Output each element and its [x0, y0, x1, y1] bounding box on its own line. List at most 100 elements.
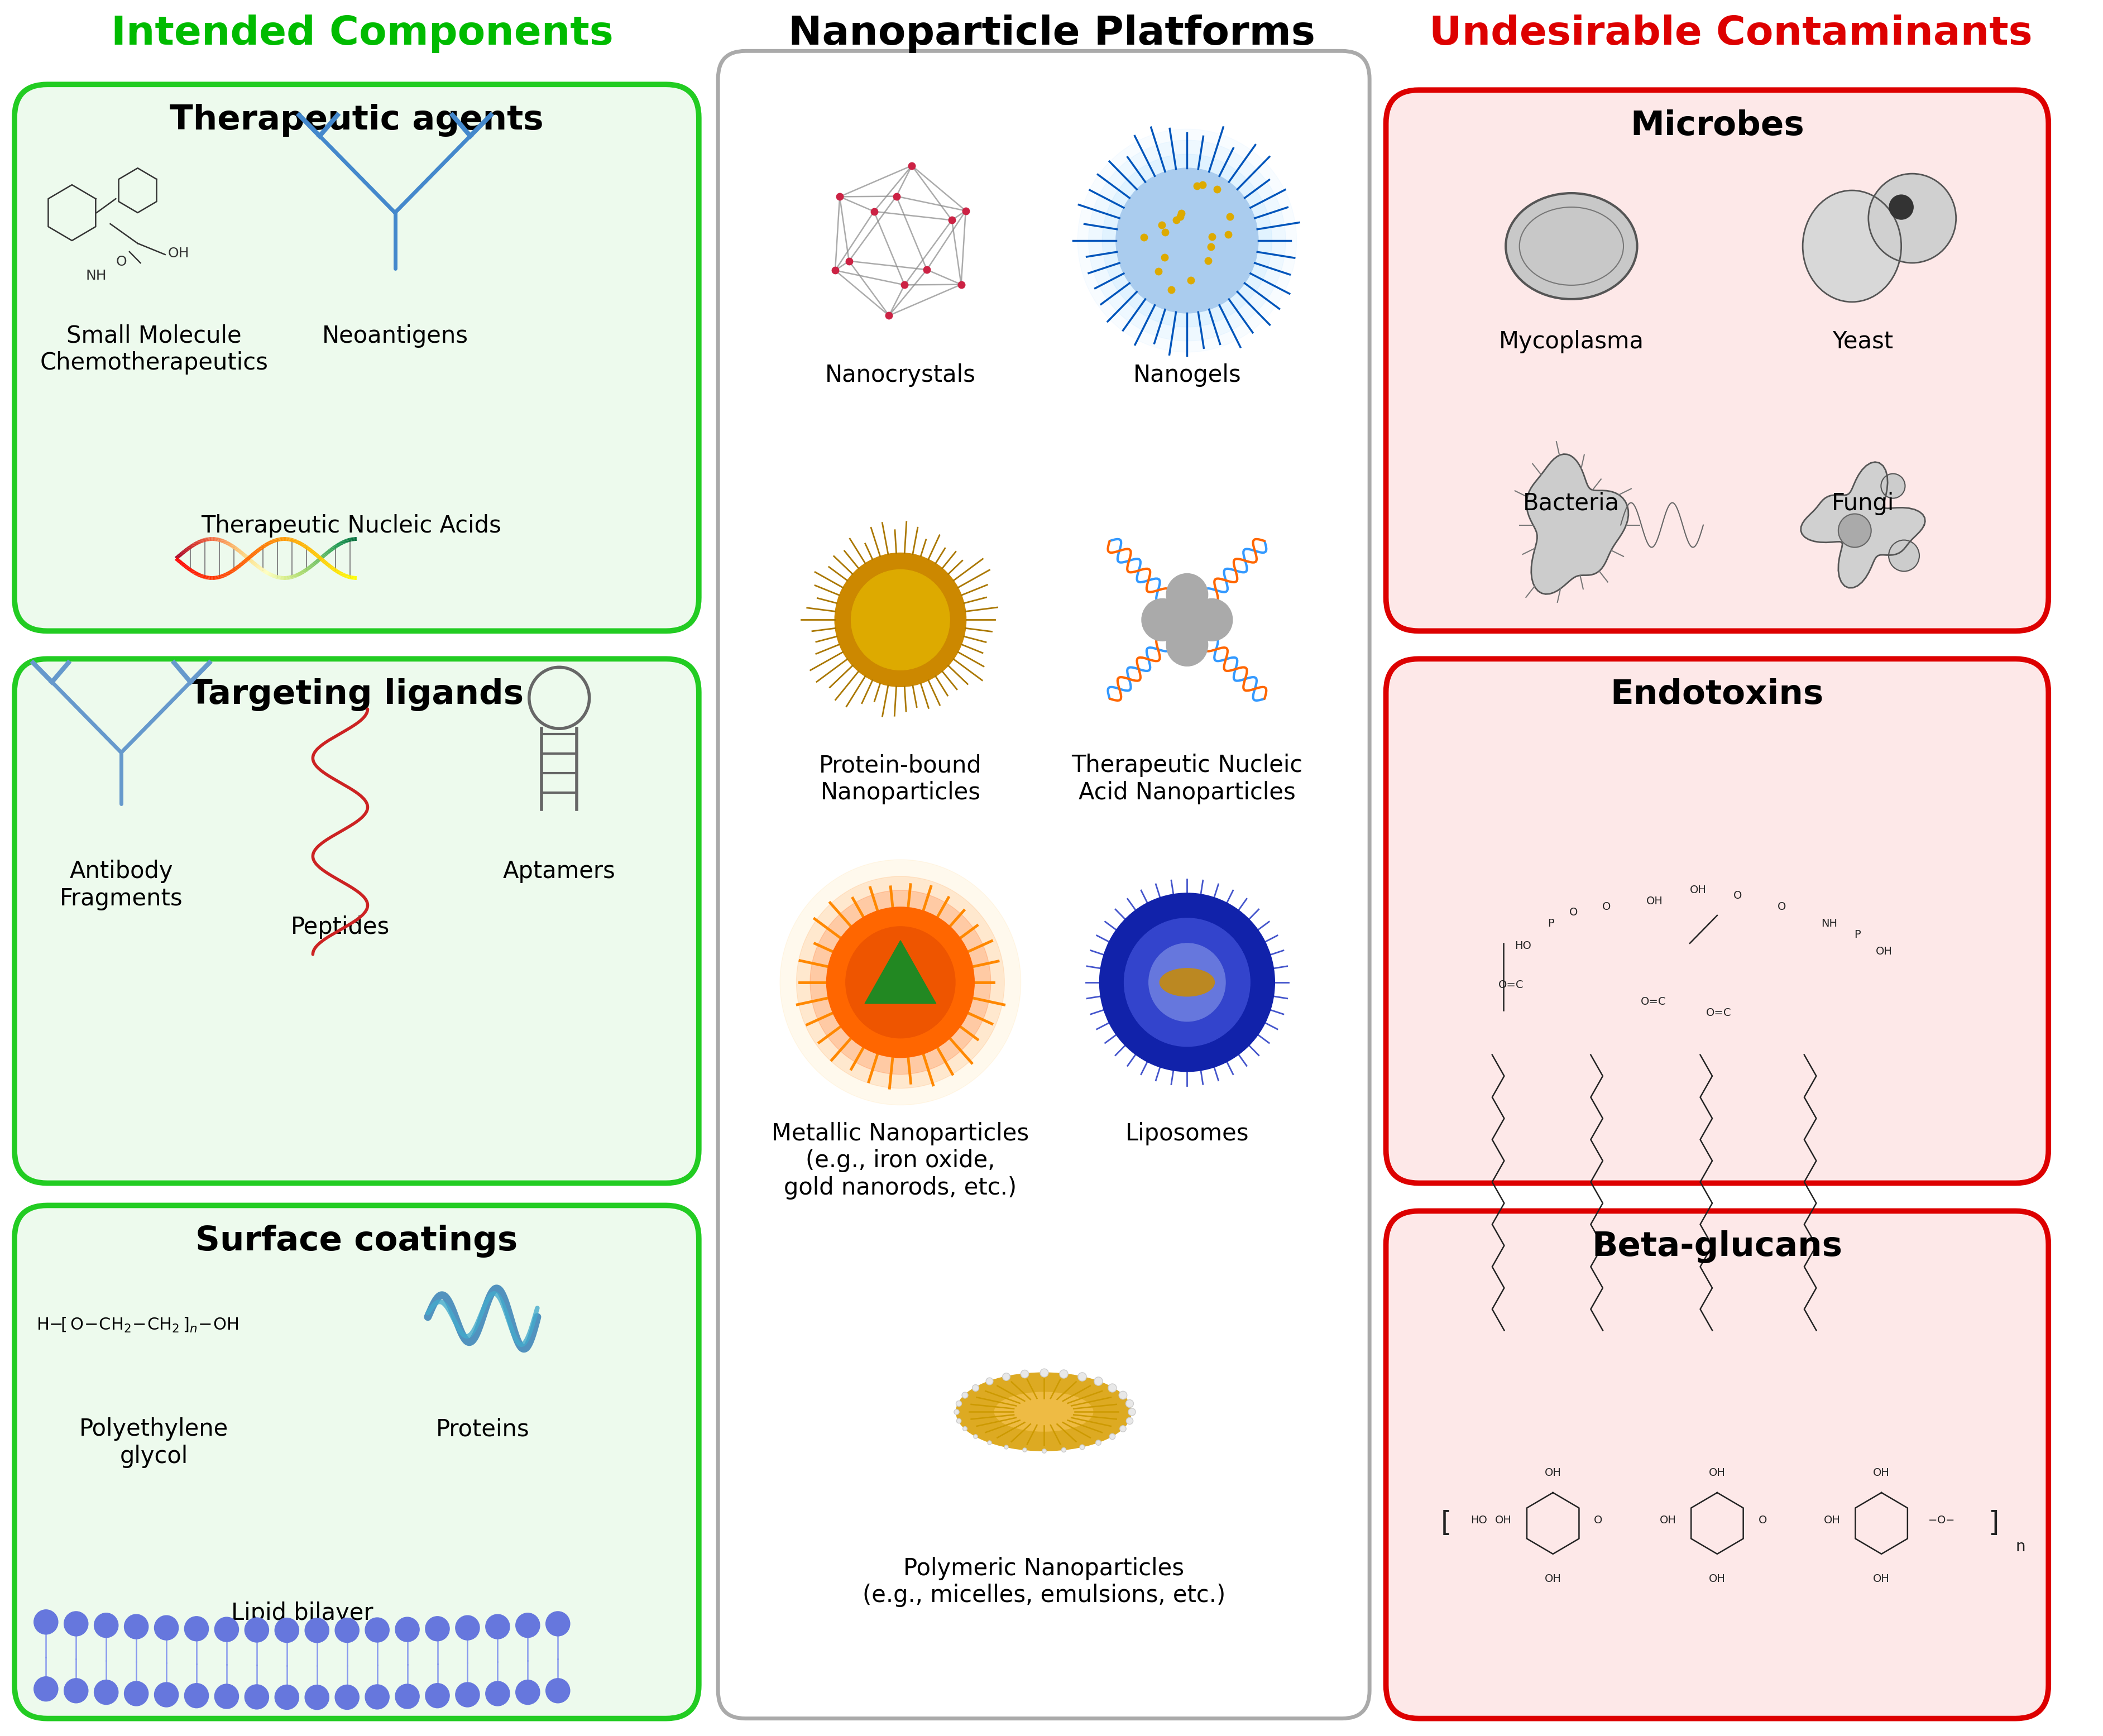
Circle shape	[1142, 599, 1184, 641]
Circle shape	[95, 1613, 118, 1637]
Text: O=C: O=C	[1640, 996, 1666, 1007]
Polygon shape	[1527, 455, 1628, 594]
Circle shape	[275, 1618, 299, 1642]
Text: NH: NH	[1821, 918, 1838, 929]
Circle shape	[1888, 540, 1920, 571]
Circle shape	[395, 1618, 418, 1642]
Text: NH: NH	[86, 269, 107, 283]
Circle shape	[547, 1611, 570, 1635]
Text: Nanoparticle Platforms: Nanoparticle Platforms	[789, 14, 1316, 54]
Text: Therapeutic Nucleic
Acid Nanoparticles: Therapeutic Nucleic Acid Nanoparticles	[1070, 753, 1302, 804]
Circle shape	[1089, 141, 1285, 340]
Text: O: O	[1602, 901, 1611, 911]
Circle shape	[810, 891, 991, 1075]
Text: OH: OH	[1544, 1573, 1560, 1583]
Circle shape	[1102, 155, 1272, 326]
Circle shape	[185, 1684, 208, 1708]
Text: P: P	[1855, 929, 1861, 939]
Circle shape	[275, 1686, 299, 1710]
Circle shape	[1167, 623, 1207, 667]
Text: OH: OH	[1710, 1467, 1727, 1477]
Text: $-$O$-$: $-$O$-$	[1928, 1516, 1954, 1526]
Text: O=C: O=C	[1497, 979, 1523, 990]
Text: O: O	[1758, 1516, 1767, 1526]
Text: Protein-bound
Nanoparticles: Protein-bound Nanoparticles	[818, 753, 982, 804]
Text: O: O	[1569, 906, 1577, 918]
Text: Intended Components: Intended Components	[111, 14, 614, 54]
Text: OH: OH	[1874, 1467, 1891, 1477]
Text: OH: OH	[168, 247, 189, 260]
Circle shape	[780, 859, 1020, 1106]
Circle shape	[124, 1614, 149, 1639]
Circle shape	[305, 1686, 328, 1710]
Circle shape	[215, 1684, 238, 1708]
Text: O: O	[1733, 891, 1741, 901]
Circle shape	[185, 1616, 208, 1641]
Circle shape	[1125, 918, 1249, 1047]
Circle shape	[425, 1684, 450, 1708]
Text: Antibody
Fragments: Antibody Fragments	[59, 859, 183, 910]
Text: OH: OH	[1544, 1467, 1560, 1477]
Circle shape	[366, 1684, 389, 1710]
Circle shape	[215, 1618, 238, 1642]
Text: Microbes: Microbes	[1630, 109, 1804, 142]
Circle shape	[835, 552, 965, 687]
Text: Therapeutic Nucleic Acids: Therapeutic Nucleic Acids	[202, 514, 501, 538]
Text: Targeting ligands: Targeting ligands	[189, 679, 524, 712]
Text: OH: OH	[1647, 896, 1663, 906]
Circle shape	[1117, 168, 1258, 312]
Circle shape	[366, 1618, 389, 1642]
FancyBboxPatch shape	[1386, 660, 2048, 1184]
Circle shape	[1880, 474, 1905, 498]
Text: Fungi: Fungi	[1832, 491, 1895, 516]
Text: Endotoxins: Endotoxins	[1611, 679, 1823, 712]
Text: O: O	[1594, 1516, 1602, 1526]
FancyBboxPatch shape	[15, 1205, 698, 1719]
Circle shape	[1100, 892, 1274, 1071]
Text: Nanocrystals: Nanocrystals	[824, 363, 976, 387]
Text: Aptamers: Aptamers	[503, 859, 616, 884]
Text: Mycoplasma: Mycoplasma	[1499, 330, 1645, 352]
Circle shape	[826, 906, 974, 1057]
Text: O: O	[1777, 901, 1785, 911]
Circle shape	[515, 1613, 540, 1637]
Text: Neoantigens: Neoantigens	[322, 325, 469, 347]
Circle shape	[1190, 599, 1232, 641]
Ellipse shape	[1802, 191, 1901, 302]
Text: [: [	[1441, 1510, 1451, 1536]
Text: OH: OH	[1876, 946, 1893, 957]
Text: ]: ]	[1987, 1510, 2000, 1536]
Text: Small Molecule
Chemotherapeutics: Small Molecule Chemotherapeutics	[40, 325, 269, 375]
Text: OH: OH	[1710, 1573, 1727, 1583]
Polygon shape	[864, 941, 936, 1003]
Polygon shape	[1800, 462, 1924, 589]
Text: Bacteria: Bacteria	[1523, 491, 1619, 516]
Text: OH: OH	[1823, 1516, 1840, 1526]
Text: Lipid bilayer: Lipid bilayer	[231, 1601, 372, 1625]
Text: Undesirable Contaminants: Undesirable Contaminants	[1430, 14, 2031, 54]
Circle shape	[34, 1609, 59, 1634]
Text: Therapeutic agents: Therapeutic agents	[170, 104, 543, 137]
Circle shape	[1167, 599, 1207, 641]
Circle shape	[305, 1618, 328, 1642]
Text: Polyethylene
glycol: Polyethylene glycol	[80, 1417, 229, 1469]
FancyBboxPatch shape	[1386, 90, 2048, 630]
Circle shape	[63, 1611, 88, 1635]
Circle shape	[515, 1680, 540, 1705]
Text: P: P	[1548, 918, 1554, 929]
Circle shape	[244, 1684, 269, 1710]
Circle shape	[1148, 943, 1226, 1021]
Text: OH: OH	[1495, 1516, 1512, 1526]
FancyBboxPatch shape	[15, 660, 698, 1184]
Text: O: O	[116, 255, 126, 269]
Circle shape	[486, 1680, 509, 1706]
Text: Polymeric Nanoparticles
(e.g., micelles, emulsions, etc.): Polymeric Nanoparticles (e.g., micelles,…	[862, 1557, 1226, 1608]
Text: Beta-glucans: Beta-glucans	[1592, 1231, 1842, 1264]
Circle shape	[852, 569, 951, 670]
Circle shape	[845, 927, 955, 1038]
Ellipse shape	[957, 1373, 1131, 1451]
Circle shape	[1888, 194, 1914, 219]
FancyBboxPatch shape	[717, 50, 1369, 1719]
Circle shape	[95, 1680, 118, 1705]
Text: Liposomes: Liposomes	[1125, 1121, 1249, 1146]
